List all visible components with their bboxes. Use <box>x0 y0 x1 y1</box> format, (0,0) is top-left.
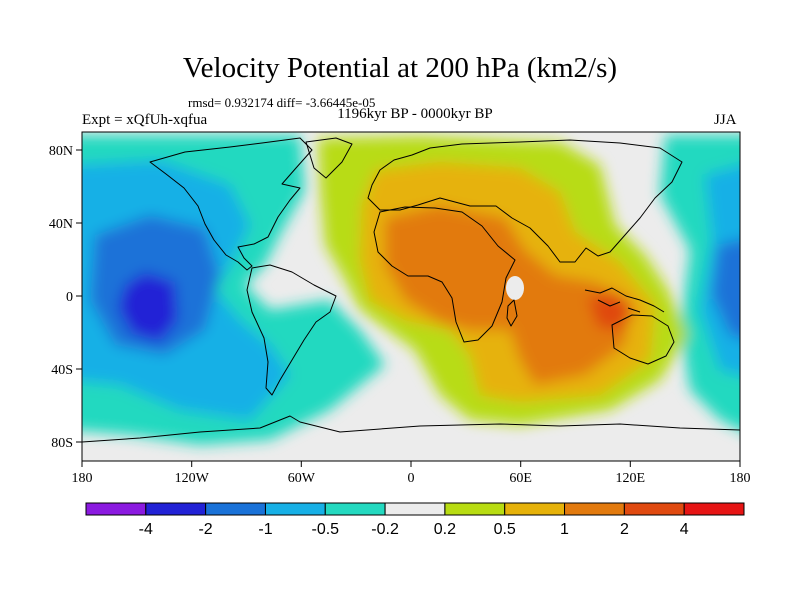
y-tick-label: 40N <box>49 217 73 232</box>
colorbar-label: 0.5 <box>494 521 516 538</box>
y-tick-label: 40S <box>51 363 73 378</box>
colorbar-box <box>145 502 207 516</box>
colorbar-box <box>504 502 566 516</box>
colorbar-labels: -4 -2 -1 -0.5 -0.2 0.2 0.5 1 2 4 <box>139 521 689 538</box>
colorbar-label: 0.2 <box>434 521 456 538</box>
colorbar-box <box>564 502 625 516</box>
y-tick-label: 80N <box>49 144 73 159</box>
colorbar-label: 1 <box>560 521 569 538</box>
map-title: Velocity Potential at 200 hPa (km2/s) <box>182 52 618 84</box>
field-positive-strong <box>385 205 630 385</box>
y-tick-label: 80S <box>51 436 73 451</box>
coast-madagascar <box>506 299 518 327</box>
colorbar-box <box>205 502 266 516</box>
coast-maritime-continent <box>584 287 665 313</box>
x-tick-label: 120E <box>616 471 646 486</box>
colorbar-label: -0.2 <box>371 521 399 538</box>
colorbar-box <box>623 502 685 516</box>
coast-antarctica <box>82 415 740 443</box>
period-text: 1196kyr BP - 0000kyr BP <box>337 106 493 122</box>
x-axis-labels: 180 120W 60W 0 60E 120E 180 <box>72 471 751 486</box>
x-tick-label: 60W <box>288 471 316 486</box>
colorbar-box <box>384 502 446 516</box>
field-positive-max <box>588 292 635 330</box>
coast-south-america <box>246 264 337 396</box>
colorbar-label: -4 <box>139 521 153 538</box>
colorbar-label: 4 <box>680 521 689 538</box>
x-tick-label: 180 <box>730 471 751 486</box>
y-tick-label: 0 <box>66 290 73 305</box>
coastlines <box>82 137 740 443</box>
colorbar-label: 2 <box>620 521 629 538</box>
colorbar-box <box>264 502 326 516</box>
season-label: JJA <box>714 112 737 128</box>
x-tick-label: 120W <box>175 471 210 486</box>
colorbar-label: -0.5 <box>312 521 340 538</box>
field-local-minimum <box>506 276 524 300</box>
stats-text: rmsd= 0.932174 diff= -3.66445e-05 <box>188 95 376 110</box>
colorbar <box>85 502 745 516</box>
coast-north-america <box>149 137 313 271</box>
coast-africa <box>373 206 516 343</box>
x-tick-label: 60E <box>509 471 532 486</box>
colorbar-box <box>444 502 506 516</box>
coast-greenland <box>305 137 353 179</box>
velocity-potential-field <box>82 132 740 461</box>
coast-eurasia <box>367 139 683 263</box>
tick-marks <box>76 149 741 467</box>
x-tick-label: 180 <box>72 471 93 486</box>
colorbar-box <box>85 502 147 516</box>
experiment-label: Expt = xQfUh-xqfua <box>82 112 208 128</box>
field-negative-east-strong <box>712 239 740 339</box>
x-tick-label: 0 <box>408 471 415 486</box>
coast-australia <box>611 314 675 365</box>
colorbar-box <box>324 502 386 516</box>
colorbar-label: -1 <box>258 521 272 538</box>
y-axis-labels: 80N 40N 0 40S 80S <box>49 144 73 451</box>
colorbar-box <box>683 502 745 516</box>
field-negative-max <box>118 272 178 342</box>
colorbar-label: -2 <box>198 521 212 538</box>
